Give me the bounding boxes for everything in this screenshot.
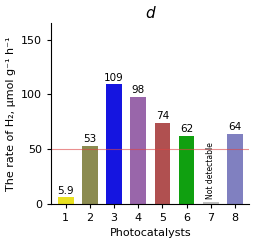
Text: 109: 109 [104,73,123,83]
Text: 53: 53 [83,134,96,144]
Bar [58,197,73,204]
X-axis label: Photocatalysts: Photocatalysts [109,228,190,238]
Y-axis label: The rate of H₂, μmol g⁻¹ h⁻¹: The rate of H₂, μmol g⁻¹ h⁻¹ [6,36,15,191]
Bar [226,134,242,204]
Text: 74: 74 [155,111,168,121]
Bar [82,146,97,204]
Bar [130,97,146,204]
Text: 64: 64 [227,122,241,132]
Text: 62: 62 [179,124,193,134]
Text: 98: 98 [131,85,144,95]
Bar [106,84,121,204]
Bar [178,136,194,204]
Title: d: d [145,6,154,20]
Text: Not detectable: Not detectable [205,142,214,200]
Bar [202,202,218,204]
Bar [154,123,170,204]
Text: 5.9: 5.9 [57,186,74,196]
